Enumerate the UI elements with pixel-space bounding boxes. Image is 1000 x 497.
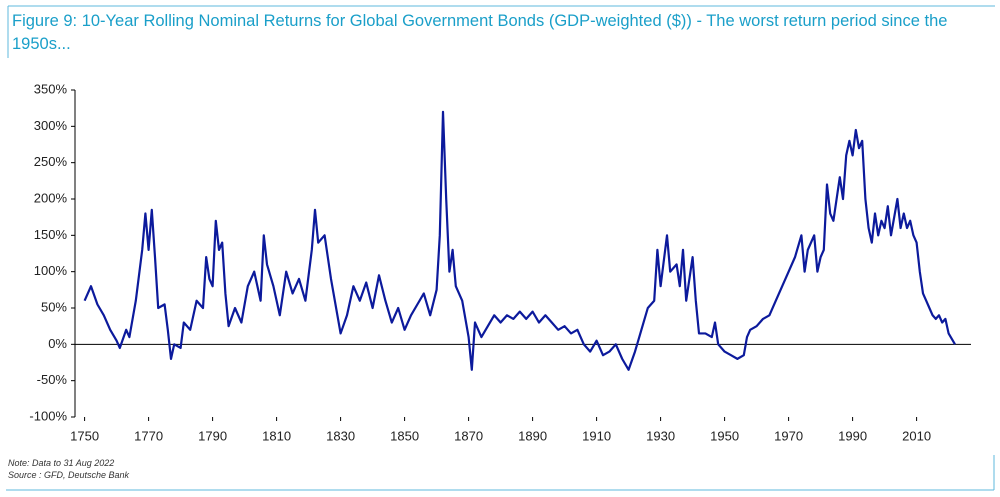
chart-title: Figure 9: 10-Year Rolling Nominal Return… bbox=[12, 12, 948, 53]
y-tick-label: 200% bbox=[34, 190, 68, 205]
x-tick-label: 1890 bbox=[518, 428, 547, 443]
x-tick-label: 1970 bbox=[774, 428, 803, 443]
y-tick-label: 250% bbox=[34, 154, 68, 169]
y-tick-label: 100% bbox=[34, 263, 68, 278]
y-tick-label: 50% bbox=[41, 299, 67, 314]
x-tick-label: 1790 bbox=[198, 428, 227, 443]
y-tick-label: 150% bbox=[34, 227, 68, 242]
x-tick-label: 1910 bbox=[582, 428, 611, 443]
note: Note: Data to 31 Aug 2022 bbox=[8, 458, 115, 468]
x-tick-label: 1810 bbox=[262, 428, 291, 443]
y-tick-label: -100% bbox=[29, 408, 67, 423]
x-tick-label: 1990 bbox=[838, 428, 867, 443]
y-tick-label: 350% bbox=[34, 81, 68, 96]
y-tick-label: 0% bbox=[48, 336, 67, 351]
x-tick-label: 1870 bbox=[454, 428, 483, 443]
source: Source : GFD, Deutsche Bank bbox=[8, 470, 130, 480]
y-tick-label: 300% bbox=[34, 118, 68, 133]
x-tick-label: 1770 bbox=[134, 428, 163, 443]
x-tick-label: 2010 bbox=[902, 428, 931, 443]
y-tick-label: -50% bbox=[37, 372, 68, 387]
x-tick-label: 1930 bbox=[646, 428, 675, 443]
series-line bbox=[83, 110, 956, 371]
x-tick-label: 1950 bbox=[710, 428, 739, 443]
x-tick-label: 1850 bbox=[390, 428, 419, 443]
x-tick-label: 1830 bbox=[326, 428, 355, 443]
x-tick-label: 1750 bbox=[70, 428, 99, 443]
